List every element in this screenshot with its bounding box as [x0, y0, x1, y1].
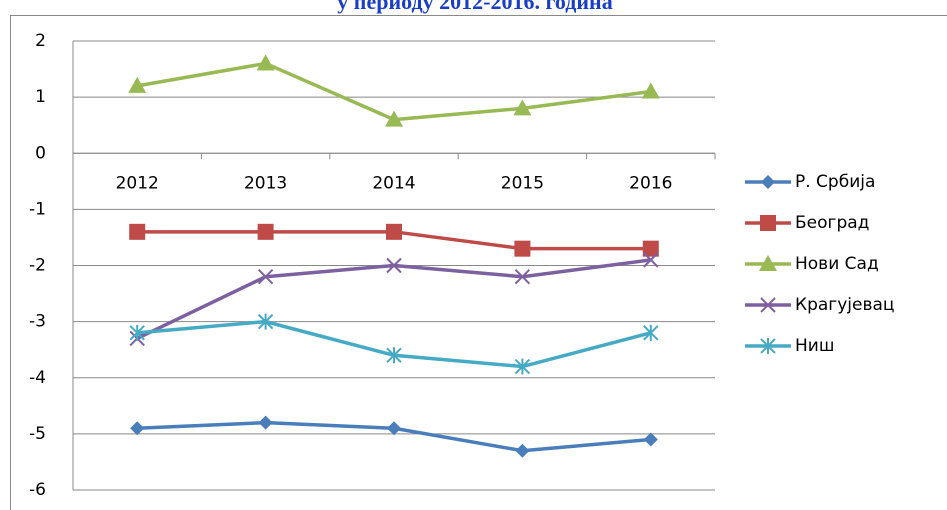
marker [642, 240, 659, 257]
marker [643, 324, 659, 341]
marker [387, 421, 401, 436]
marker [515, 443, 530, 458]
y-tick-label: -3 [29, 312, 46, 332]
legend-marker [759, 255, 777, 271]
marker [514, 240, 531, 257]
x-tick-label: 2016 [629, 173, 672, 193]
legend-marker [760, 297, 776, 313]
marker [643, 432, 658, 447]
legend-label: Р. Србија [795, 172, 875, 192]
marker [514, 269, 531, 285]
legend-label: Крагујевац [795, 295, 894, 315]
y-tick-label: -5 [29, 424, 46, 444]
x-tick-label: 2012 [116, 173, 159, 193]
x-tick-label: 2013 [244, 173, 287, 193]
marker [256, 54, 275, 71]
legend-label: Београд [795, 213, 869, 233]
y-tick-label: -1 [29, 199, 46, 219]
y-tick-label: -2 [29, 256, 46, 276]
marker [641, 82, 660, 99]
legend-label: Нови Сад [795, 254, 879, 274]
y-tick-label: -4 [29, 368, 46, 388]
y-tick-label: 0 [35, 143, 46, 163]
marker [386, 347, 402, 364]
marker [129, 324, 145, 341]
legend-marker [761, 175, 775, 189]
chart-title: у периоду 2012-2016. година [337, 0, 612, 14]
legend-marker [760, 338, 776, 354]
marker [385, 110, 403, 127]
y-tick-label: -6 [29, 480, 46, 500]
marker [514, 358, 531, 375]
marker [128, 76, 147, 93]
y-tick-label: 2 [35, 31, 46, 51]
legend-marker [760, 215, 776, 231]
marker [257, 223, 274, 240]
marker [386, 223, 402, 240]
y-tick-label: 1 [35, 87, 46, 107]
legend-label: Ниш [795, 336, 834, 356]
x-tick-label: 2015 [501, 173, 544, 193]
marker [643, 252, 659, 268]
marker [257, 313, 274, 330]
marker [386, 257, 402, 274]
marker [257, 269, 274, 285]
marker [129, 223, 146, 240]
marker [130, 421, 145, 436]
marker [513, 99, 532, 116]
x-tick-label: 2014 [372, 173, 415, 193]
marker [258, 415, 273, 430]
